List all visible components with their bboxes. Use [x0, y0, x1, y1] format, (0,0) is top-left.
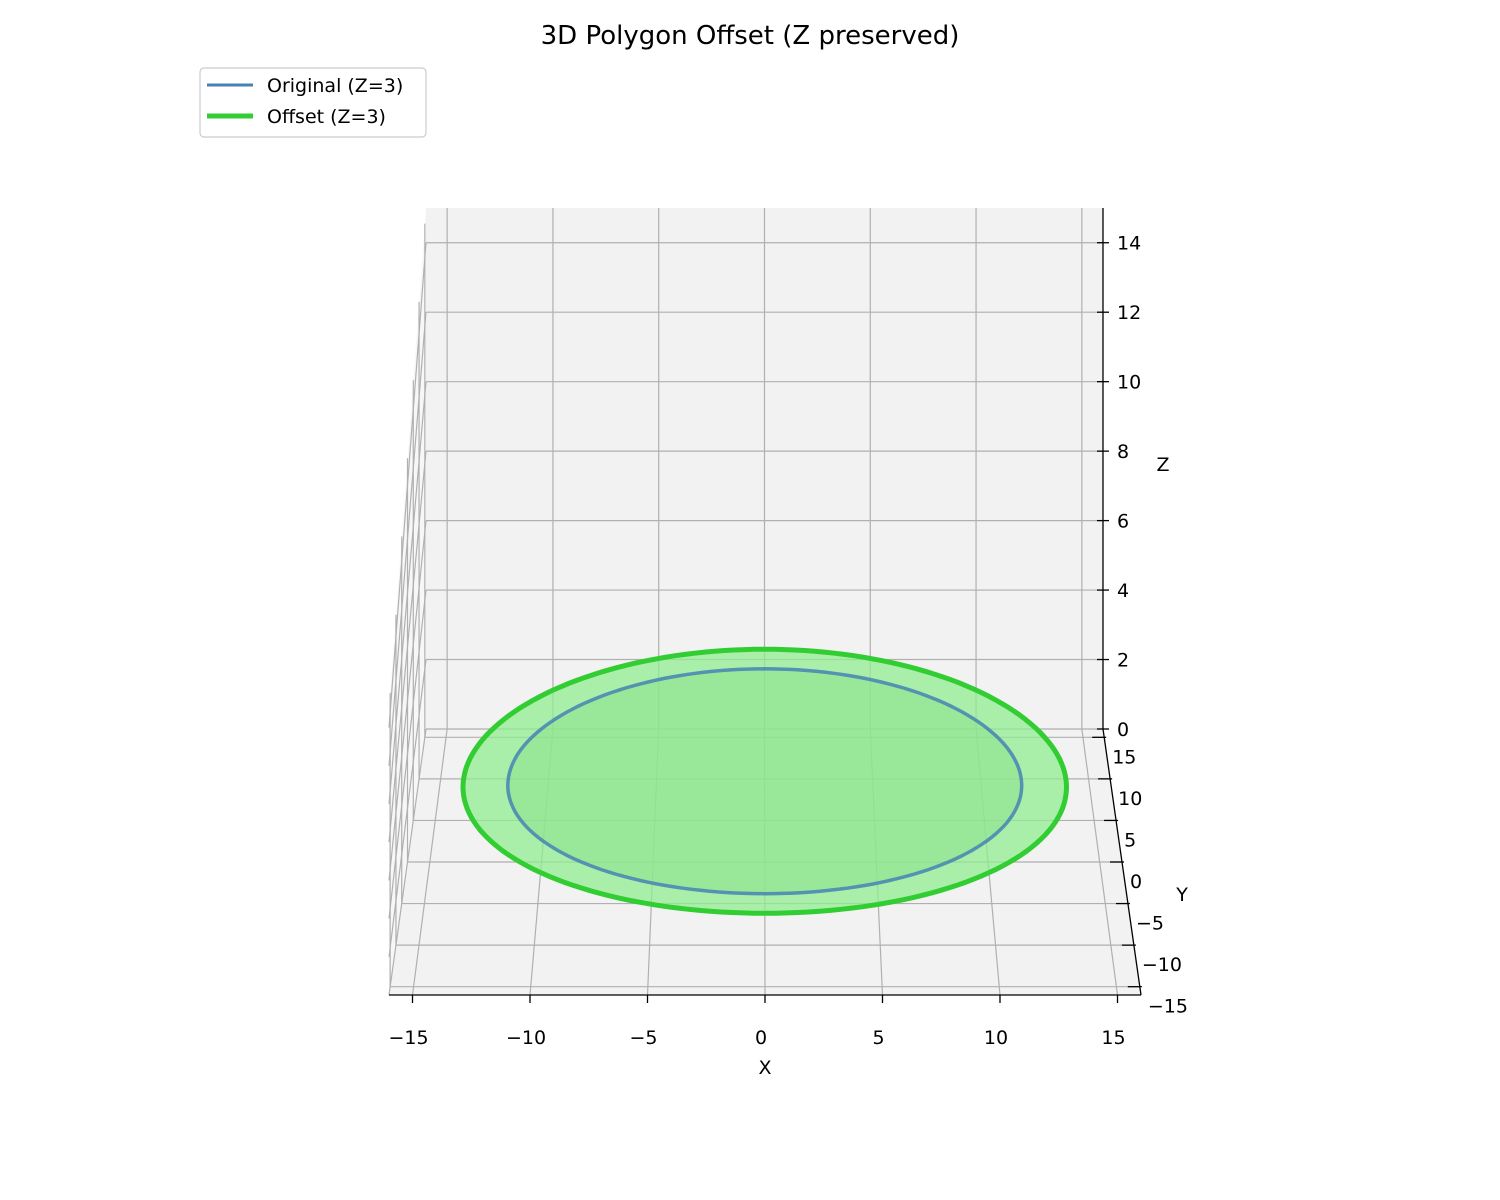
z-gridline-left [388, 589, 427, 919]
z-gridline-left [388, 659, 427, 957]
x-tick-label: −15 [388, 1027, 428, 1049]
z-tick-label: 14 [1117, 233, 1141, 255]
legend-label-original: Original (Z=3) [267, 75, 403, 97]
x-tick-label: 0 [755, 1027, 767, 1049]
x-tick-label: −5 [629, 1027, 657, 1049]
y-tick-label: 15 [1112, 746, 1136, 768]
z-tick-label: 0 [1117, 719, 1129, 741]
legend-frame [199, 67, 427, 138]
tick-marks: −15 −10 −5 0 5 10 15 −15 −10 −5 0 5 10 15 0 2 4 6 8 10 12 14 [388, 233, 1187, 1049]
x-tick-label: 10 [984, 1027, 1008, 1049]
y-tick-label: −15 [1148, 996, 1188, 1018]
chart-title: 3D Polygon Offset (Z preserved) [541, 21, 960, 51]
z-gridline-left [388, 381, 427, 805]
z-tick-label: 2 [1117, 650, 1129, 672]
z-tick-label: 10 [1117, 372, 1141, 394]
data-series [460, 646, 1070, 916]
z-gridline-left [388, 451, 427, 843]
x-tick-label: 15 [1101, 1027, 1125, 1049]
legend: Original (Z=3) Offset (Z=3) [199, 67, 427, 138]
z-tick-label: 6 [1117, 511, 1129, 533]
z-gridline-left [388, 312, 427, 766]
x-axis-title: X [758, 1057, 771, 1079]
x-tick-label: −10 [506, 1027, 546, 1049]
x-tick-label: 5 [872, 1027, 884, 1049]
y-axis-title: Y [1175, 884, 1188, 906]
z-tick-label: 4 [1117, 580, 1129, 602]
y-tick-label: 10 [1118, 788, 1142, 810]
z-gridline-left [388, 728, 427, 996]
series-line-original [506, 667, 1024, 896]
y-tick-label: −10 [1142, 954, 1182, 976]
y-tick-label: 0 [1130, 871, 1142, 893]
z-tick-label: 8 [1117, 441, 1129, 463]
z-gridline-left [388, 242, 427, 728]
series-fill-offset [463, 649, 1067, 914]
z-tick-label: 12 [1117, 302, 1141, 324]
legend-label-offset: Offset (Z=3) [267, 106, 386, 128]
z-gridline-left [388, 520, 427, 881]
y-tick-label: −5 [1136, 913, 1164, 935]
series-line-offset [460, 646, 1070, 916]
y-tick-label: 5 [1124, 829, 1136, 851]
z-axis-title: Z [1156, 454, 1169, 476]
